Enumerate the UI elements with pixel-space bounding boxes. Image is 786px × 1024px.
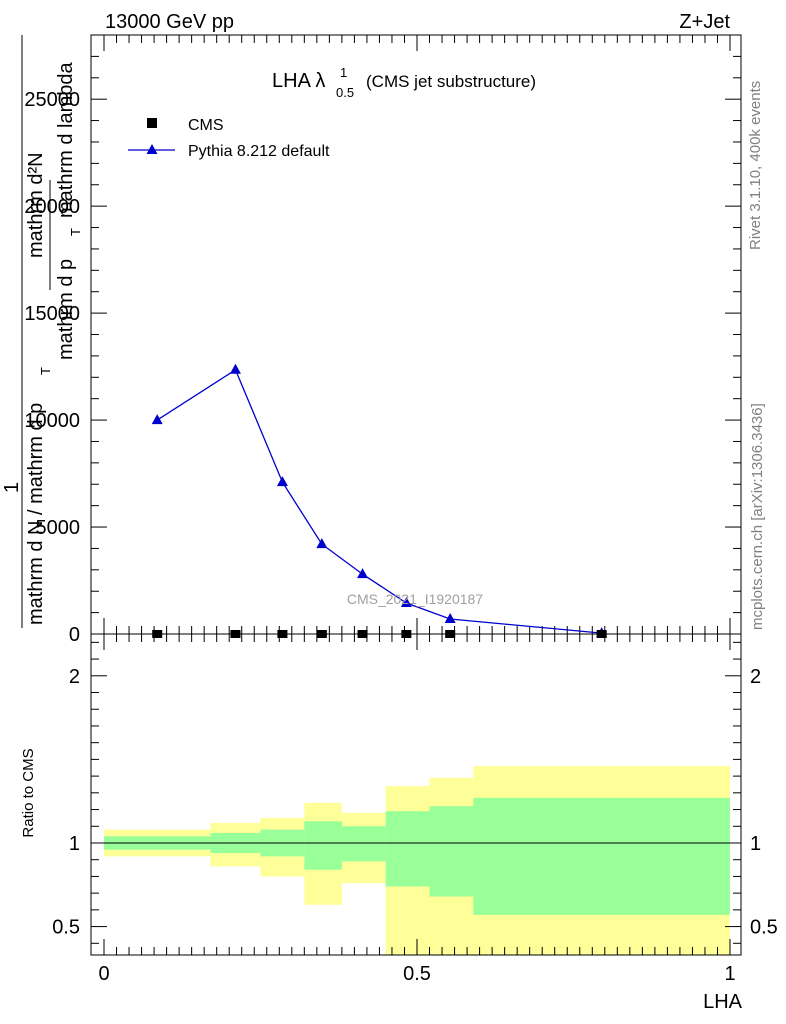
title-main: LHA λ [272,70,325,92]
ratio-frame [90,633,742,956]
ratio-bands [104,766,730,955]
main-y-tick-label: 10000 [24,410,80,432]
title-suffix: (CMS jet substructure) [366,72,536,91]
ratio-inner-band [473,797,730,915]
legend: CMS Pythia 8.212 default [128,117,330,160]
ratio-y-tick-label-right: 0.5 [750,917,778,939]
main-y-axis-label: 1 mathrm d N / mathrm d p T mathrm d²N m… [1,35,83,628]
ratio-x-tick-label: 0 [98,963,109,985]
ratio-y-tick-label: 2 [69,666,80,688]
ratio-inner-band [385,811,430,887]
main-y-ticks [91,34,741,635]
ratio-inner-band [341,826,386,862]
pythia-point [151,414,163,425]
pythia-point [276,476,288,487]
pythia-point [229,363,241,374]
main-y-tick-label: 15000 [24,303,80,325]
rivet-label: Rivet 3.1.10, 400k events [747,81,764,250]
ratio-x-tick-label: 0.5 [403,963,431,985]
pythia-point [444,613,456,624]
x-axis-label: LHA [703,991,743,1013]
plot-title: LHA λ 1 0.5 (CMS jet substructure) [272,65,536,100]
ratio-y-tick-label: 1 [69,833,80,855]
ratio-y-axis-label: Ratio to CMS [20,748,37,837]
ratio-x-tick-label: 1 [724,963,735,985]
main-y-tick-label: 20000 [24,196,80,218]
pythia-point [357,568,369,579]
main-panel: 0 5000 10000 15000 20000 25000 [24,34,742,646]
title-superscript: 1 [340,65,347,80]
ylabel-numerator: mathrm d²N [25,152,47,258]
analysis-watermark: CMS_2021_I1920187 [347,591,483,607]
energy-label: 13000 GeV pp [105,11,234,33]
ylabel-prefactor-den: mathrm d N / mathrm d p [25,403,47,625]
ratio-y-tick-label-right: 2 [750,666,761,688]
main-y-tick-label: 5000 [36,517,81,539]
ratio-y-tick-label: 0.5 [52,917,80,939]
ratio-inner-band [429,806,474,897]
ratio-panel: 0.5 0.51 12 2 0 0.5 1 [52,633,778,985]
ratio-x-tick-labels: 0 0.5 1 [98,963,735,985]
legend-pythia-marker [146,144,158,154]
ratio-y-ticks [91,641,741,944]
main-y-tick-label: 0 [69,624,80,646]
main-y-tick-label: 25000 [24,89,80,111]
pythia-line [156,368,602,634]
ratio-y-tick-labels: 0.5 0.5 1 1 2 2 [52,666,778,939]
ratio-x-ticks [103,634,731,955]
pythia-point [400,596,412,607]
legend-cms-label: CMS [188,117,224,134]
legend-pythia-label: Pythia 8.212 default [188,143,330,160]
ylabel-prefactor-num: 1 [1,482,23,493]
ylabel-prefactor-den-sub: T [38,367,53,375]
ylabel-denominator-prefix: mathrm d p [55,259,77,360]
mcplots-label: mcplots.cern.ch [arXiv:1306.3436] [749,403,766,630]
ylabel-denominator-suffix: mathrm d lambda [55,62,77,218]
ylabel-denominator-sub: T [68,228,83,236]
ratio-inner-band [304,821,342,870]
main-y-tick-labels: 0 5000 10000 15000 20000 25000 [24,89,80,646]
process-label: Z+Jet [679,11,730,33]
pythia-point [316,538,328,549]
title-subscript: 0.5 [336,85,354,100]
ratio-y-tick-label-right: 1 [750,833,761,855]
legend-cms-marker [147,118,157,128]
